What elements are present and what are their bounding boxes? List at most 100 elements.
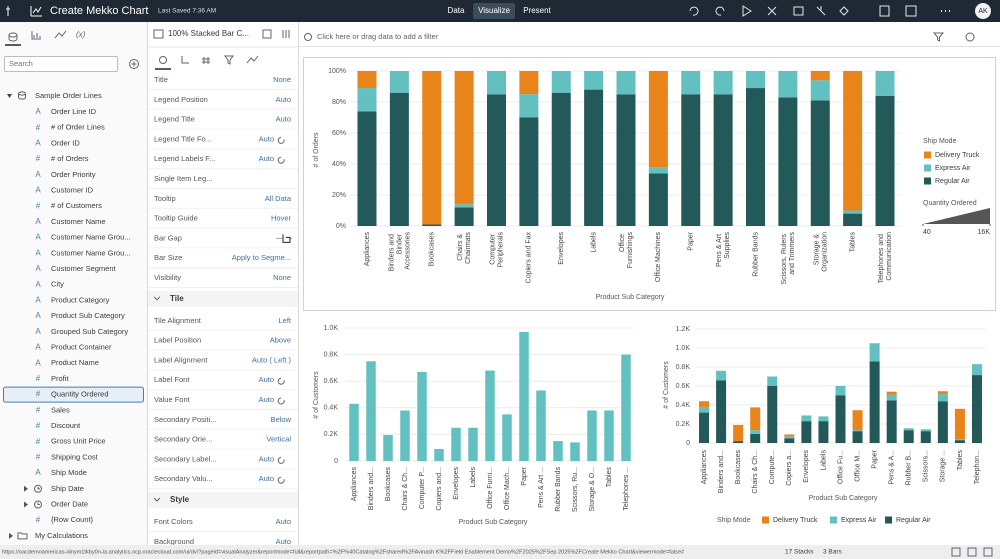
bar-segment[interactable] bbox=[551, 92, 571, 226]
bar-segment[interactable] bbox=[784, 436, 795, 439]
property-value[interactable]: None bbox=[273, 75, 291, 84]
data-element[interactable]: Product Container bbox=[51, 342, 112, 351]
data-element[interactable]: Discount bbox=[51, 421, 81, 430]
bar-segment[interactable] bbox=[937, 394, 948, 402]
bar-segment[interactable] bbox=[519, 94, 539, 118]
bar[interactable] bbox=[587, 410, 597, 461]
bar-segment[interactable] bbox=[716, 380, 727, 443]
bar-segment[interactable] bbox=[801, 421, 812, 443]
bar-segment[interactable] bbox=[454, 71, 474, 205]
property-value[interactable]: Auto bbox=[259, 134, 274, 143]
bar-segment[interactable] bbox=[648, 167, 668, 174]
bar-segment[interactable] bbox=[733, 424, 744, 442]
bar[interactable] bbox=[417, 371, 427, 461]
data-element[interactable]: Order ID bbox=[51, 138, 80, 147]
canvas-settings-icon[interactable] bbox=[965, 32, 975, 42]
data-element[interactable]: Customer Name Grou... bbox=[51, 248, 131, 257]
axis-tab[interactable] bbox=[181, 56, 189, 64]
property-value[interactable]: Auto bbox=[276, 517, 291, 526]
mode-tab[interactable]: Visualize bbox=[478, 6, 510, 15]
dataset-name[interactable]: Sample Order Lines bbox=[35, 91, 102, 100]
bar-segment[interactable] bbox=[486, 94, 506, 226]
data-element[interactable]: # of Orders bbox=[51, 154, 89, 163]
analytics-tab-icon[interactable] bbox=[54, 30, 67, 39]
calc-tab[interactable]: (x) bbox=[76, 30, 86, 39]
bar-segment[interactable] bbox=[843, 210, 863, 214]
bar[interactable] bbox=[570, 442, 580, 461]
bar-segment[interactable] bbox=[746, 71, 766, 89]
bar-segment[interactable] bbox=[713, 94, 733, 226]
brush-icon[interactable] bbox=[816, 6, 826, 16]
bar-segment[interactable] bbox=[422, 224, 442, 226]
bar-segment[interactable] bbox=[954, 440, 965, 443]
bar-segment[interactable] bbox=[852, 410, 863, 431]
legend-label[interactable]: Regular Air bbox=[935, 178, 970, 185]
undo-icon[interactable] bbox=[689, 6, 699, 16]
property-value[interactable]: Hover bbox=[271, 214, 292, 223]
mode-tab[interactable]: Data bbox=[448, 6, 465, 15]
data-element[interactable]: Gross Unit Price bbox=[51, 437, 106, 446]
bar-segment[interactable] bbox=[357, 111, 377, 226]
reset-icon[interactable] bbox=[277, 377, 285, 385]
bar-segment[interactable] bbox=[886, 400, 897, 443]
property-value[interactable]: Above bbox=[270, 336, 291, 345]
data-element[interactable]: Order Priority bbox=[51, 170, 96, 179]
viz-tab-icon[interactable] bbox=[31, 31, 41, 40]
expand-arrow[interactable] bbox=[24, 501, 28, 508]
bar-segment[interactable] bbox=[750, 430, 761, 434]
bar-segment[interactable] bbox=[903, 430, 914, 443]
property-value[interactable]: Vertical bbox=[266, 435, 291, 444]
bar-segment[interactable] bbox=[971, 364, 982, 376]
tools-icon[interactable] bbox=[767, 6, 777, 16]
present-icon[interactable] bbox=[793, 6, 804, 16]
collapse-arrow[interactable] bbox=[7, 94, 12, 98]
property-value[interactable]: None bbox=[273, 273, 291, 282]
property-value[interactable]: Auto bbox=[259, 474, 274, 483]
filter-tab[interactable] bbox=[224, 55, 234, 65]
bar-segment[interactable] bbox=[454, 204, 474, 208]
bar-segment[interactable] bbox=[818, 421, 829, 443]
section-arrow[interactable] bbox=[153, 296, 161, 301]
bar-segment[interactable] bbox=[869, 361, 880, 443]
legend-label[interactable]: Delivery Truck bbox=[773, 517, 818, 524]
expand-arrow[interactable] bbox=[24, 485, 28, 492]
bar-segment[interactable] bbox=[357, 88, 377, 112]
search-box[interactable] bbox=[4, 56, 118, 72]
property-value[interactable]: Auto ( Left ) bbox=[252, 355, 292, 364]
bar[interactable] bbox=[434, 449, 444, 461]
reset-icon[interactable] bbox=[277, 136, 285, 144]
data-element[interactable]: Shipping Cost bbox=[51, 452, 99, 461]
properties-icon[interactable] bbox=[282, 30, 290, 38]
values-tab[interactable] bbox=[202, 57, 210, 64]
layout-icon[interactable] bbox=[951, 547, 961, 557]
bar-segment[interactable] bbox=[954, 439, 965, 441]
data-element[interactable]: Order Line ID bbox=[51, 107, 97, 116]
bar-segment[interactable] bbox=[886, 391, 897, 395]
property-value[interactable]: All Data bbox=[265, 194, 292, 203]
bar-segment[interactable] bbox=[835, 386, 846, 396]
run-icon[interactable] bbox=[742, 5, 752, 17]
data-element[interactable]: Sales bbox=[51, 405, 70, 414]
bar-segment[interactable] bbox=[750, 407, 761, 431]
bar-segment[interactable] bbox=[835, 395, 846, 444]
bar-segment[interactable] bbox=[767, 386, 778, 443]
data-element[interactable]: Ship Date bbox=[51, 484, 84, 493]
reset-icon[interactable] bbox=[277, 397, 285, 405]
layout-icon[interactable] bbox=[967, 547, 977, 557]
bar-segment[interactable] bbox=[810, 100, 830, 226]
redo-icon[interactable] bbox=[715, 6, 725, 16]
bar-segment[interactable] bbox=[954, 408, 965, 440]
export-icon[interactable] bbox=[879, 5, 890, 17]
bar-segment[interactable] bbox=[681, 71, 701, 95]
data-element[interactable]: Product Name bbox=[51, 358, 99, 367]
bar-segment[interactable] bbox=[716, 370, 727, 381]
bar-segment[interactable] bbox=[584, 89, 604, 226]
bar-segment[interactable] bbox=[616, 71, 636, 95]
bar-segment[interactable] bbox=[843, 213, 863, 226]
data-element[interactable]: {Row Count} bbox=[51, 515, 94, 524]
bar-segment[interactable] bbox=[648, 173, 668, 226]
add-filter-icon[interactable] bbox=[304, 33, 312, 41]
bar-segment[interactable] bbox=[937, 401, 948, 443]
section-arrow[interactable] bbox=[153, 497, 161, 502]
bar[interactable] bbox=[451, 427, 461, 461]
